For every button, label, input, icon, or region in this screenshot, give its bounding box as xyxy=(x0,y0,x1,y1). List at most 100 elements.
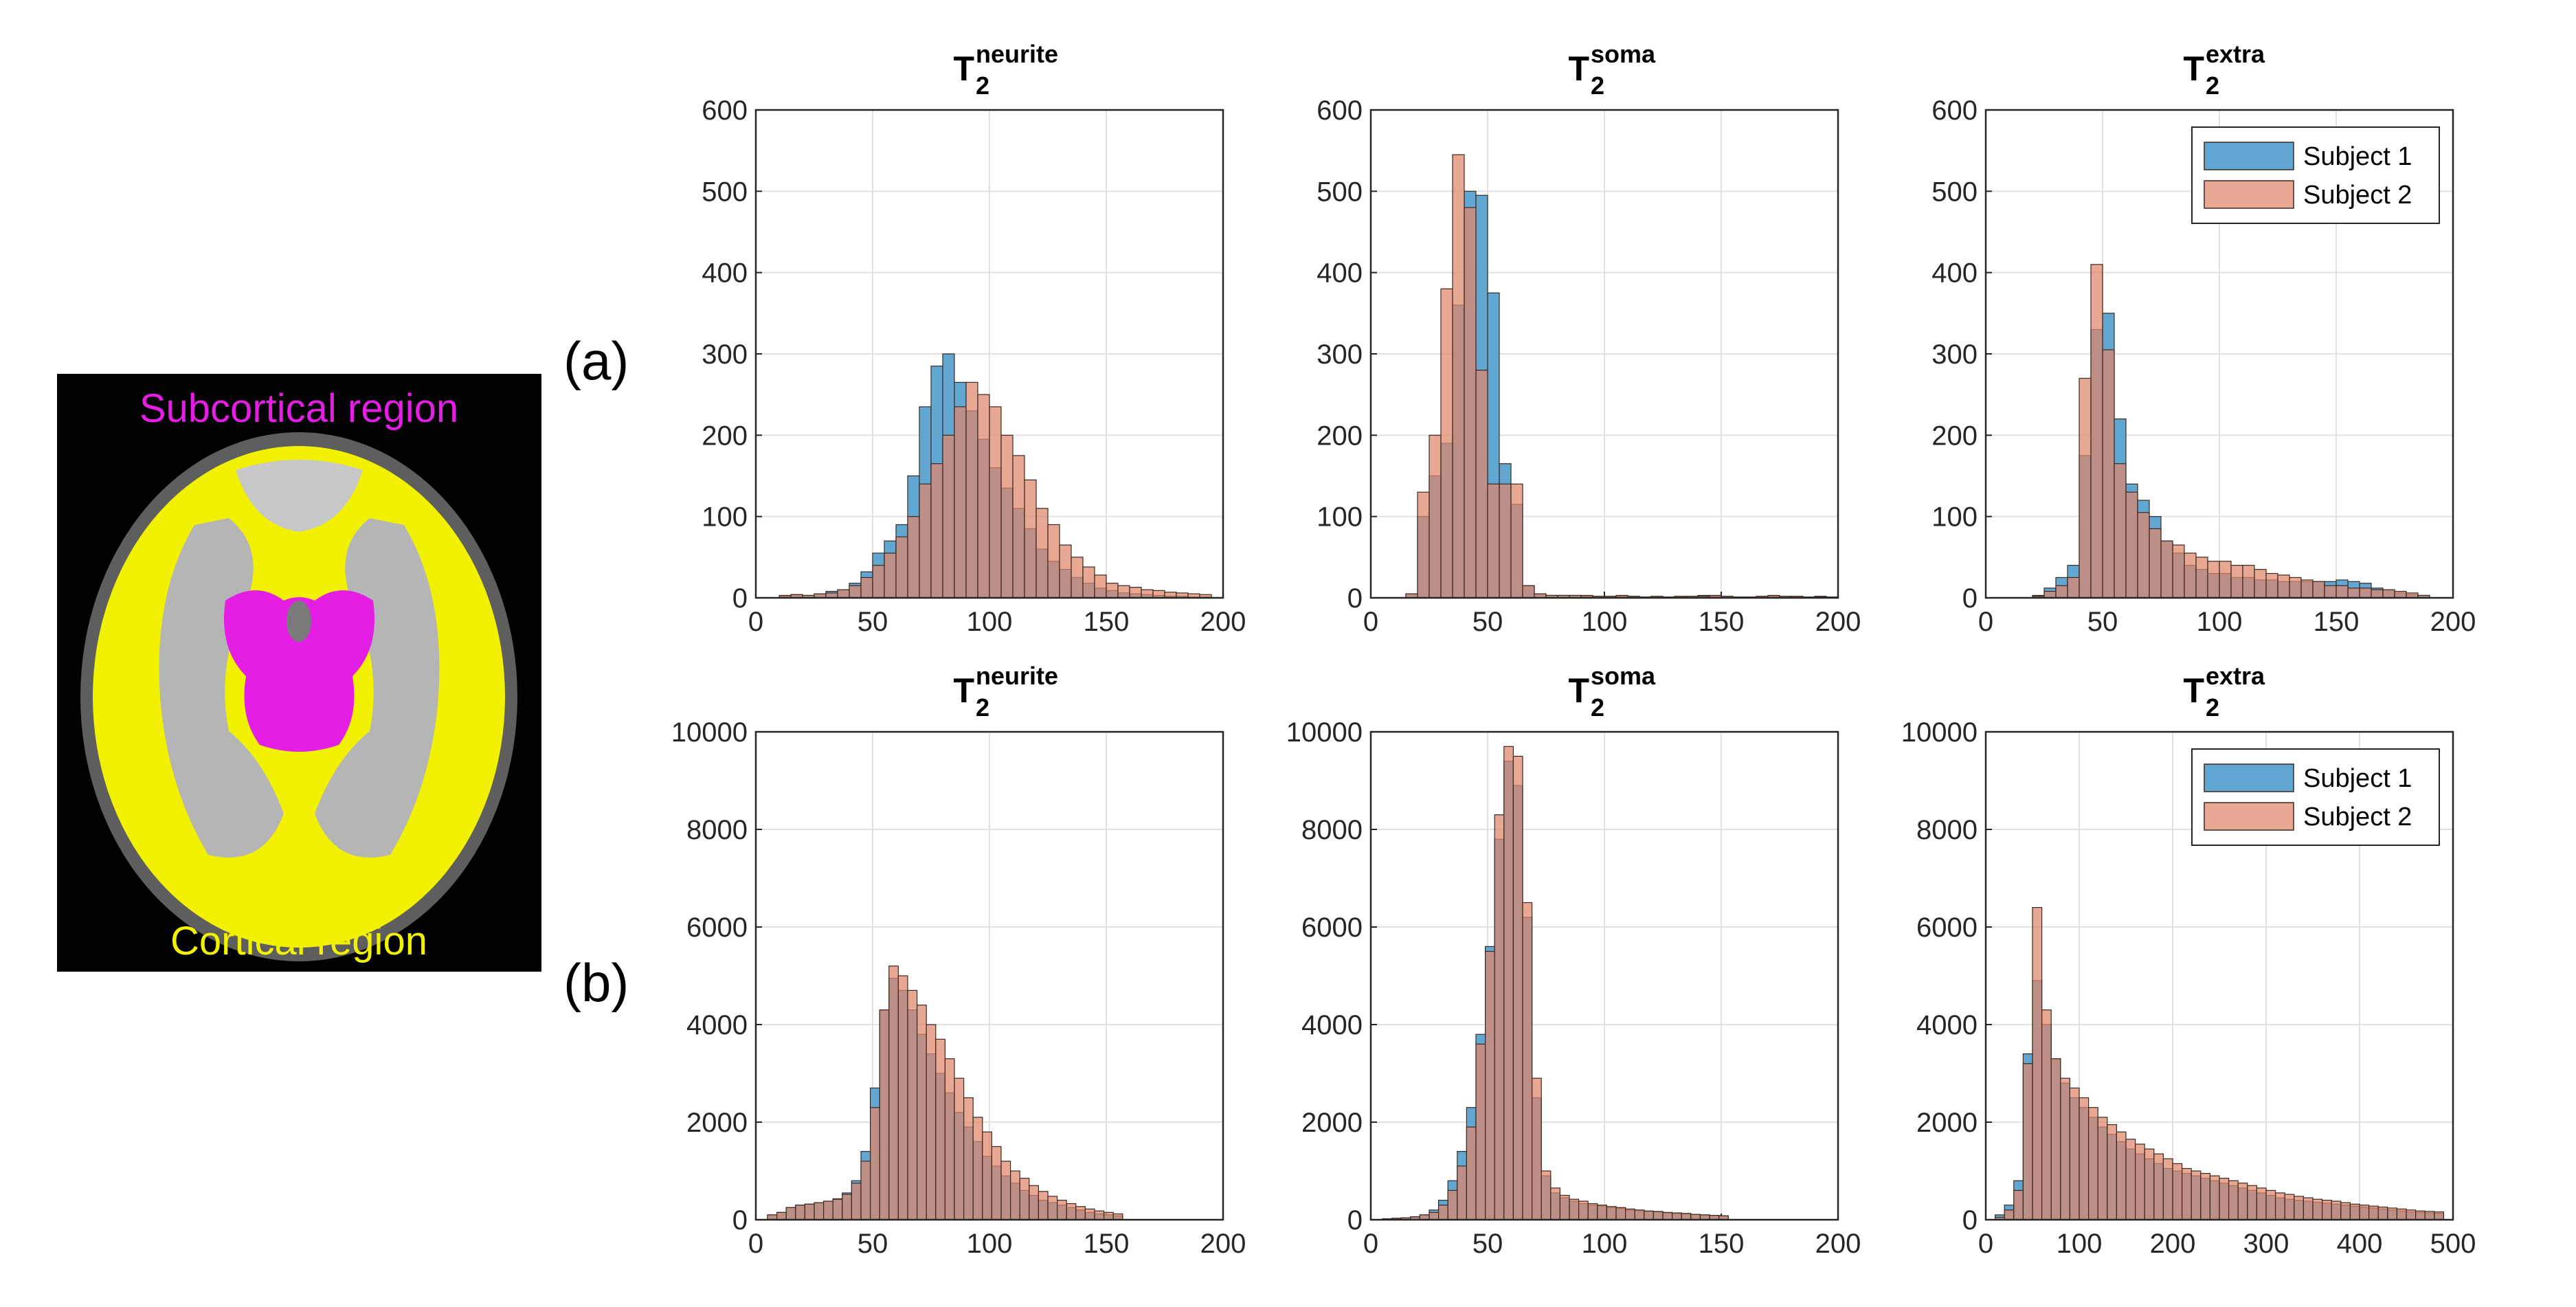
bar-subject-2 xyxy=(1129,587,1142,599)
y-tick-label: 6000 xyxy=(1301,913,1363,943)
bar-subject-2 xyxy=(2347,588,2360,599)
legend-label: Subject 1 xyxy=(2303,764,2412,793)
bar-subject-2 xyxy=(2107,1124,2117,1220)
bar-subject-2 xyxy=(1485,950,1495,1220)
plot-box xyxy=(1984,109,2454,599)
bar-subject-2 xyxy=(944,1058,955,1220)
bar-subject-2 xyxy=(1653,1211,1664,1220)
legend-swatch xyxy=(2204,180,2294,209)
x-tick-label: 150 xyxy=(1084,607,1130,637)
bar-subject-2 xyxy=(2200,1172,2210,1220)
bar-subject-2 xyxy=(879,1009,890,1220)
bar-subject-2 xyxy=(2324,585,2337,599)
bar-subject-2 xyxy=(1000,1161,1011,1220)
bar-subject-2 xyxy=(1597,1205,1607,1220)
x-tick-label: 200 xyxy=(1200,1229,1246,1259)
bar-subject-2 xyxy=(2230,565,2243,599)
x-tick-label: 100 xyxy=(967,1229,1013,1259)
bar-subject-2 xyxy=(1499,483,1512,599)
x-tick-label: 0 xyxy=(1978,607,1993,637)
bar-subject-2 xyxy=(860,577,873,599)
bar-subject-2 xyxy=(2415,1210,2426,1220)
bar-subject-2 xyxy=(1440,288,1453,599)
bar-subject-2 xyxy=(1152,590,1165,599)
bar-subject-2 xyxy=(2116,1131,2127,1220)
bar-subject-2 xyxy=(963,1097,974,1220)
bar-subject-2 xyxy=(1094,574,1107,599)
x-tick-label: 0 xyxy=(1978,1229,1993,1259)
row-label-b: (b) xyxy=(563,952,629,1013)
bar-subject-2 xyxy=(1010,1170,1020,1220)
x-tick-label: 500 xyxy=(2430,1229,2476,1259)
bar-subject-2 xyxy=(2209,1175,2220,1220)
bar-subject-2 xyxy=(2055,585,2068,599)
bar-subject-2 xyxy=(2125,491,2138,599)
legend-label: Subject 1 xyxy=(2303,142,2412,171)
bar-subject-2 xyxy=(982,1131,992,1220)
y-tick-label: 600 xyxy=(1931,96,1978,126)
title-main: T xyxy=(1568,49,1589,88)
bar-subject-2 xyxy=(1019,1178,1030,1220)
y-tick-label: 300 xyxy=(702,339,748,370)
bar-subject-2 xyxy=(2079,1097,2090,1220)
y-tick-label: 4000 xyxy=(1916,1010,1978,1040)
bar-subject-2 xyxy=(1475,370,1488,599)
bar-subject-2 xyxy=(2041,1009,2052,1220)
bar-subject-2 xyxy=(1522,902,1533,1220)
bar-subject-2 xyxy=(2321,1199,2332,1220)
bar-subject-2 xyxy=(2424,1211,2435,1220)
y-tick-label: 300 xyxy=(1317,339,1363,370)
y-tick-label: 600 xyxy=(1317,96,1363,126)
bar-subject-2 xyxy=(2349,1203,2360,1220)
y-tick-label: 400 xyxy=(1931,258,1978,289)
y-tick-label: 300 xyxy=(1931,339,1978,370)
y-tick-label: 600 xyxy=(702,96,748,126)
bar-subject-2 xyxy=(2340,1202,2351,1220)
bar-subject-2 xyxy=(2219,561,2232,599)
bar-subject-2 xyxy=(1094,1210,1105,1220)
y-tick-label: 6000 xyxy=(686,913,748,943)
bar-subject-2 xyxy=(2050,1058,2061,1220)
title-subscript: 2 xyxy=(976,693,989,722)
bar-subject-2 xyxy=(1000,434,1013,599)
bar-subject-2 xyxy=(2097,1117,2108,1220)
bar-subject-2 xyxy=(2254,568,2267,599)
y-tick-label: 400 xyxy=(702,258,748,289)
bar-subject-2 xyxy=(2182,1168,2192,1220)
subcortical-region-label: Subcortical region xyxy=(139,386,458,431)
plot-box xyxy=(754,109,1224,599)
bar-subject-2 xyxy=(2137,512,2150,599)
bar-subject-2 xyxy=(842,1194,853,1220)
bar-subject-2 xyxy=(2289,577,2302,599)
bar-subject-2 xyxy=(888,965,899,1220)
y-tick-label: 2000 xyxy=(1916,1108,1978,1138)
y-tick-label: 100 xyxy=(1317,502,1363,533)
bar-subject-2 xyxy=(1662,1211,1673,1220)
bar-subject-2 xyxy=(2219,1178,2230,1220)
bar-subject-2 xyxy=(1681,1213,1692,1220)
bar-subject-2 xyxy=(897,975,908,1220)
bar-subject-2 xyxy=(1503,746,1514,1220)
white-matter-right xyxy=(315,518,440,858)
subcortical-mask xyxy=(224,590,374,752)
x-tick-label: 50 xyxy=(858,1229,888,1259)
bar-subject-2 xyxy=(1047,524,1060,599)
bar-subject-2 xyxy=(2004,1209,2015,1220)
bar-subject-2 xyxy=(1510,483,1523,599)
bar-subject-2 xyxy=(1447,1189,1458,1220)
bar-subject-2 xyxy=(1464,207,1477,599)
bar-subject-2 xyxy=(2256,1187,2267,1220)
bar-subject-2 xyxy=(1569,1198,1580,1220)
legend-swatch xyxy=(2204,802,2294,831)
bar-subject-2 xyxy=(785,1207,796,1220)
bar-subject-2 xyxy=(1634,1209,1645,1220)
title-main: T xyxy=(953,49,974,88)
x-tick-label: 150 xyxy=(1699,1229,1745,1259)
y-tick-label: 4000 xyxy=(1301,1010,1363,1040)
bar-subject-2 xyxy=(2303,1197,2314,1220)
title-subscript: 2 xyxy=(2206,71,2219,100)
bar-subject-2 xyxy=(2294,1196,2304,1220)
bar-subject-2 xyxy=(2149,528,2162,599)
